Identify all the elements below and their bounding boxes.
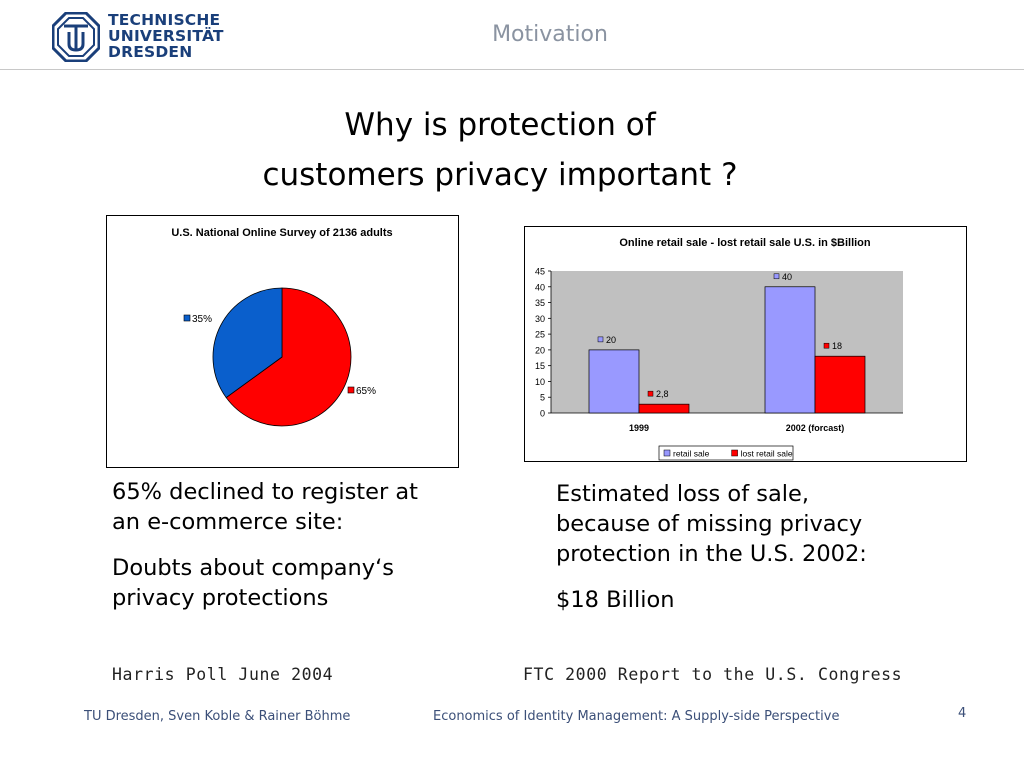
- pie-labels: 65% 35%: [183, 314, 376, 397]
- legend-label: lost retail sale: [741, 449, 793, 459]
- legend-label: retail sale: [673, 449, 710, 459]
- bar-data-label: 18: [832, 341, 842, 351]
- data-label-swatch: [647, 390, 654, 397]
- pie-chart-title: U.S. National Online Survey of 2136 adul…: [171, 227, 392, 239]
- y-tick-label: 5: [540, 393, 545, 403]
- pie-label-swatch: [347, 386, 355, 394]
- logo-wordmark: TECHNISCHE UNIVERSITÄT DRESDEN: [108, 12, 224, 60]
- right-source-citation: FTC 2000 Report to the U.S. Congress: [523, 665, 903, 684]
- right-text-column: Estimated loss of sale, because of missi…: [556, 479, 886, 631]
- slide-title: Why is protection of customers privacy i…: [0, 100, 1000, 200]
- footer-course-title: Economics of Identity Management: A Supp…: [433, 709, 840, 724]
- logo-line-1: TECHNISCHE: [108, 11, 221, 29]
- y-tick-label: 20: [535, 345, 545, 355]
- pie-slice-35: [212, 287, 283, 399]
- bar-retail-sale-1: [764, 286, 816, 414]
- pie-chart-frame: U.S. National Online Survey of 2136 adul…: [106, 215, 459, 468]
- y-tick-label: 45: [535, 267, 545, 277]
- bar-lost-retail-sale-1: [814, 355, 866, 414]
- logo-line-2: UNIVERSITÄT: [108, 27, 224, 45]
- pie-slices: [212, 287, 352, 427]
- bar-lost-retail-sale-0: [638, 403, 690, 414]
- bar-chart-legend: retail sale lost retail sale: [658, 445, 794, 461]
- right-paragraph-1: Estimated loss of sale, because of missi…: [556, 481, 867, 567]
- pie-slice-65: [225, 287, 352, 427]
- university-logo: TECHNISCHE UNIVERSITÄT DRESDEN: [52, 12, 224, 64]
- y-tick-label: 15: [535, 361, 545, 371]
- bar-chart-title: Online retail sale - lost retail sale U.…: [619, 237, 871, 249]
- bar-chart: Online retail sale - lost retail sale U.…: [535, 237, 903, 461]
- data-label-swatch: [597, 336, 604, 343]
- tu-dresden-logo-icon: [52, 12, 100, 62]
- y-tick-label: 25: [535, 330, 545, 340]
- footer-authors: TU Dresden, Sven Koble & Rainer Böhme: [84, 709, 351, 724]
- slide-title-line-2: customers privacy important ?: [262, 157, 738, 193]
- page-number: 4: [958, 706, 967, 721]
- bar-data-label: 40: [782, 272, 792, 282]
- left-paragraph-2: Doubts about company‘s privacy protectio…: [112, 555, 394, 611]
- pie-chart: U.S. National Online Survey of 2136 adul…: [171, 227, 393, 427]
- legend-swatch: [731, 449, 738, 457]
- y-tick-label: 10: [535, 377, 545, 387]
- legend-box: [658, 445, 794, 461]
- right-paragraph-2: $18 Billion: [556, 587, 675, 613]
- y-tick-label: 40: [535, 282, 545, 292]
- pie-slice-label: 35%: [192, 314, 212, 325]
- slide-title-line-1: Why is protection of: [344, 107, 656, 143]
- left-text-column: 65% declined to register at an e-commerc…: [112, 477, 452, 629]
- pie-label-swatch: [183, 314, 191, 322]
- y-tick-label: 35: [535, 298, 545, 308]
- section-title: Motivation: [492, 22, 608, 47]
- x-category-label: 2002 (forcast): [786, 423, 845, 433]
- legend-swatch: [663, 449, 671, 457]
- header-divider: [0, 69, 1024, 70]
- y-tick-label: 0: [540, 409, 545, 419]
- left-source-citation: Harris Poll June 2004: [112, 665, 334, 684]
- pie-slice-label: 65%: [356, 386, 376, 397]
- y-tick-label: 30: [535, 314, 545, 324]
- logo-line-3: DRESDEN: [108, 43, 193, 61]
- bar-data-label: 20: [606, 335, 616, 345]
- bar-chart-bars: 20 2,8 40 18: [588, 272, 866, 414]
- x-category-label: 1999: [629, 423, 649, 433]
- bar-data-label: 2,8: [656, 389, 669, 399]
- bar-retail-sale-0: [588, 349, 640, 414]
- data-label-swatch: [823, 342, 830, 349]
- bar-chart-frame: Online retail sale - lost retail sale U.…: [524, 226, 967, 462]
- data-label-swatch: [773, 273, 780, 280]
- left-paragraph-1: 65% declined to register at an e-commerc…: [112, 479, 418, 535]
